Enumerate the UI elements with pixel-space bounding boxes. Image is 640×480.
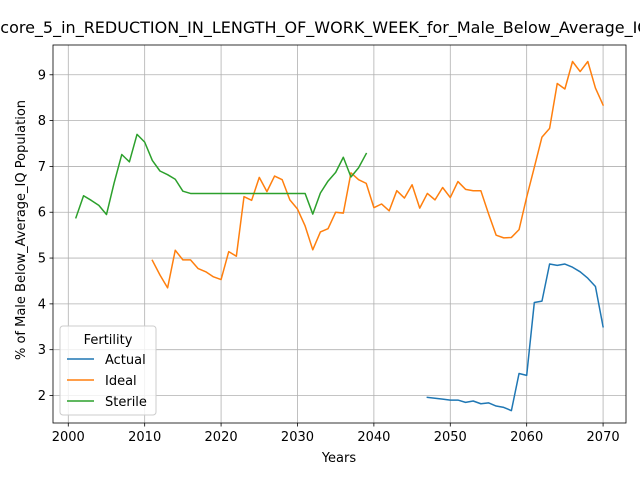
x-axis-label: Years [321, 451, 357, 466]
y-tick-label: 9 [38, 68, 46, 83]
series-line-actual [426, 263, 604, 412]
series-line-sterile [74, 133, 368, 219]
series-lines [74, 60, 605, 412]
x-tick-label: 2030 [281, 430, 314, 445]
y-tick-label: 3 [38, 343, 46, 358]
legend-label-ideal: Ideal [105, 374, 137, 389]
axis-ticks: 2000 2010 2020 2030 2040 2050 2060 2070 2 3 4 5 6 7 8 9 [38, 68, 620, 445]
y-axis-label: % of Male Below_Average_IQ Population [14, 100, 29, 360]
y-tick-label: 5 [38, 252, 46, 267]
x-tick-label: 2050 [434, 430, 467, 445]
y-tick-label: 6 [38, 206, 46, 221]
chart-title: Score_5_in_REDUCTION_IN_LENGTH_OF_WORK_W… [0, 18, 640, 38]
x-tick-label: 2070 [587, 430, 620, 445]
y-tick-label: 2 [38, 389, 46, 404]
legend-label-actual: Actual [105, 353, 146, 368]
x-tick-label: 2060 [510, 430, 543, 445]
x-tick-label: 2000 [52, 430, 85, 445]
y-tick-label: 4 [38, 297, 46, 312]
series-line-ideal [151, 60, 605, 289]
plot-frame [52, 44, 627, 424]
x-tick-label: 2020 [205, 430, 238, 445]
x-tick-label: 2040 [357, 430, 390, 445]
y-tick-label: 7 [38, 160, 46, 175]
legend-box [59, 325, 157, 416]
legend-label-sterile: Sterile [105, 395, 147, 410]
legend-title: Fertility [84, 333, 133, 348]
x-tick-label: 2010 [128, 430, 161, 445]
y-tick-label: 8 [38, 114, 46, 129]
legend: Fertility Actual Ideal Sterile [59, 325, 157, 416]
